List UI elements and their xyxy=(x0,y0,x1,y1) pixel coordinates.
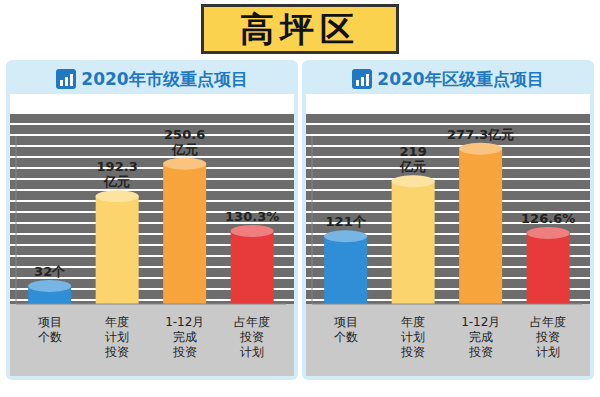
svg-text:年度计划投资: 年度计划投资 xyxy=(104,315,129,359)
html-text:2020年区级重点项目: 2020年区级重点项目 xyxy=(377,68,544,89)
svg-text:219亿元: 219亿元 xyxy=(399,144,427,174)
svg-text:32个: 32个 xyxy=(34,264,66,279)
html-text:高坪区: 高坪区 xyxy=(240,9,360,49)
svg-text:192.3亿元: 192.3亿元 xyxy=(97,159,138,189)
svg-text:项目个数: 项目个数 xyxy=(334,315,358,344)
svg-text:占年度投资计划: 占年度投资计划 xyxy=(234,315,270,359)
html-text:2020年市级重点项目: 2020年市级重点项目 xyxy=(81,68,248,89)
svg-text:126.6%: 126.6% xyxy=(521,211,575,226)
svg-text:1-12月完成投资: 1-12月完成投资 xyxy=(461,315,500,359)
svg-text:130.3%: 130.3% xyxy=(225,209,279,224)
svg-text:占年度投资计划: 占年度投资计划 xyxy=(530,315,566,359)
svg-text:277.3亿元: 277.3亿元 xyxy=(447,127,514,142)
svg-text:年度计划投资: 年度计划投资 xyxy=(400,315,425,359)
svg-text:1-12月完成投资: 1-12月完成投资 xyxy=(165,315,204,359)
svg-text:121个: 121个 xyxy=(326,214,367,229)
svg-text:250.6亿元: 250.6亿元 xyxy=(164,127,205,157)
svg-text:项目个数: 项目个数 xyxy=(38,315,62,344)
